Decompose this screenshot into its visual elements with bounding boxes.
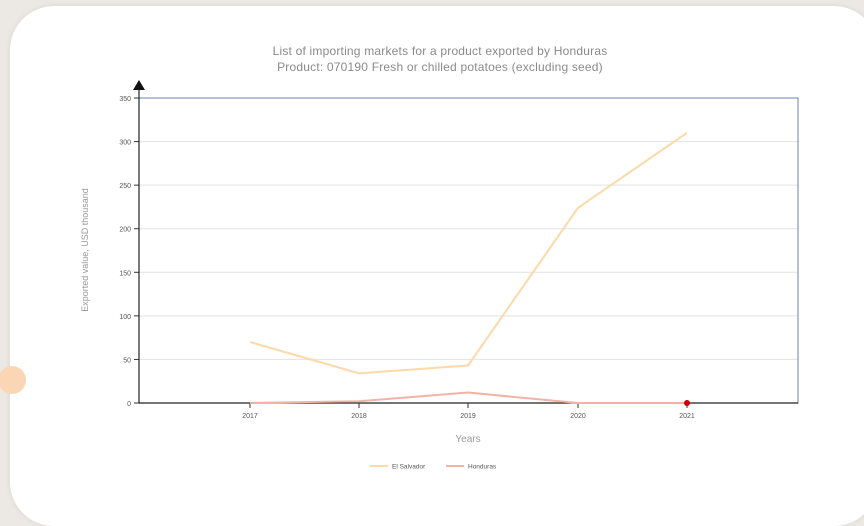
chart-card (10, 6, 864, 526)
chart-title: List of importing markets for a product … (272, 44, 608, 58)
series-line-el-salvador (249, 132, 688, 375)
data-marker (684, 400, 690, 406)
x-tick-label: 2021 (679, 413, 695, 420)
legend-label-el-salvador: El Salvador (392, 464, 426, 471)
y-axis-title: Exported value, USD thousand (80, 188, 90, 312)
x-tick-label: 2019 (460, 413, 476, 420)
y-tick-label: 200 (119, 227, 131, 234)
y-tick-label: 150 (119, 270, 131, 277)
x-tick-label: 2017 (242, 413, 258, 420)
y-axis-arrow-icon (133, 80, 145, 90)
x-axis-title: Years (455, 434, 480, 445)
x-tick-label: 2018 (351, 413, 367, 420)
decorative-dot (0, 366, 26, 394)
y-tick-label: 350 (119, 96, 131, 103)
y-tick-label: 300 (119, 140, 131, 147)
y-tick-label: 50 (123, 357, 131, 364)
series-line-honduras (249, 391, 687, 404)
legend-label-honduras: Honduras (468, 464, 497, 471)
line-chart: 0 50 100 150 200 250 300 350 2017 2018 2019 2020 202… (80, 80, 799, 471)
y-tick-label: 0 (127, 401, 131, 408)
plot-frame (138, 97, 799, 404)
chart-subtitle: Product: 070190 Fresh or chilled potatoe… (277, 60, 603, 74)
y-tick-label: 100 (119, 314, 131, 321)
y-tick-label: 250 (119, 183, 131, 190)
x-tick-label: 2020 (570, 413, 586, 420)
